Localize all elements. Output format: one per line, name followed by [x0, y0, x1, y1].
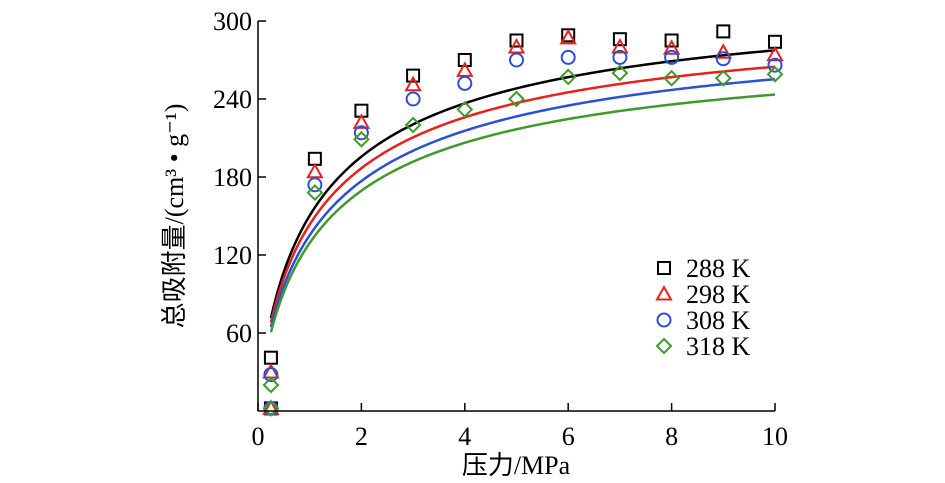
axes: [257, 21, 775, 412]
data-point: [262, 399, 280, 417]
data-point: [352, 130, 370, 148]
data-point: [263, 350, 278, 365]
data-point: [406, 68, 421, 83]
fit-curve: [269, 77, 776, 328]
data-point: [766, 45, 784, 62]
legend-marker: [655, 337, 673, 355]
data-point: [714, 69, 732, 87]
legend-label: 298 K: [686, 280, 751, 309]
data-point: [509, 33, 524, 48]
x-axis-title: 压力/MPa: [462, 451, 571, 480]
data-point: [664, 49, 680, 65]
data-point: [262, 376, 280, 394]
x-tick-label: 10: [762, 422, 788, 451]
data-point: [509, 52, 524, 68]
data-point: [306, 162, 324, 179]
legend-marker: [656, 312, 672, 328]
data-point: [508, 90, 525, 108]
axis-ticks: [257, 20, 776, 411]
x-tick-label: 4: [458, 422, 471, 451]
data-point: [612, 32, 627, 47]
data-point: [405, 91, 421, 107]
data-point: [663, 69, 681, 87]
data-markers: [262, 24, 784, 417]
data-point: [457, 75, 473, 91]
data-point: [612, 49, 628, 65]
legend-label: 288 K: [686, 254, 751, 283]
x-tick-label: 2: [355, 422, 368, 451]
x-tick-label: 6: [562, 422, 575, 451]
legend-marker: [655, 284, 673, 301]
data-point: [307, 177, 323, 193]
fit-curves: [269, 49, 776, 333]
data-point: [560, 49, 576, 65]
data-point: [611, 37, 629, 54]
data-point: [664, 33, 679, 48]
y-tick-label: 240: [213, 85, 252, 114]
data-point: [404, 116, 422, 134]
data-point: [353, 125, 369, 141]
data-point: [559, 28, 577, 45]
data-point: [352, 113, 371, 129]
y-tick-label: 180: [213, 163, 252, 192]
y-tick-label: 300: [213, 7, 252, 36]
data-point: [456, 100, 474, 118]
data-point: [716, 24, 731, 39]
y-tick-label: 120: [213, 241, 252, 270]
data-point: [263, 367, 279, 383]
data-point: [457, 53, 472, 67]
data-point: [715, 51, 731, 67]
data-point: [559, 68, 577, 86]
x-tick-label: 8: [665, 422, 678, 451]
data-point: [611, 64, 629, 82]
fit-curve: [269, 49, 776, 319]
data-point: [766, 65, 784, 83]
data-point: [767, 57, 783, 73]
y-axis-title: 总吸附量/(cm³ • g⁻¹): [160, 104, 189, 329]
data-point: [662, 39, 681, 55]
fit-curve: [269, 65, 776, 323]
data-point: [306, 184, 324, 202]
y-tick-label: 60: [226, 319, 252, 348]
tick-labels: 0 2 4 6 8 10 60 120 180 240 300: [213, 7, 788, 451]
data-point: [404, 75, 422, 92]
legend-marker: [657, 261, 671, 275]
data-point: [714, 43, 733, 59]
fit-curve: [269, 93, 776, 333]
legend-label: 308 K: [686, 306, 751, 335]
x-tick-label: 0: [252, 422, 265, 451]
legend-label: 318 K: [686, 332, 751, 361]
